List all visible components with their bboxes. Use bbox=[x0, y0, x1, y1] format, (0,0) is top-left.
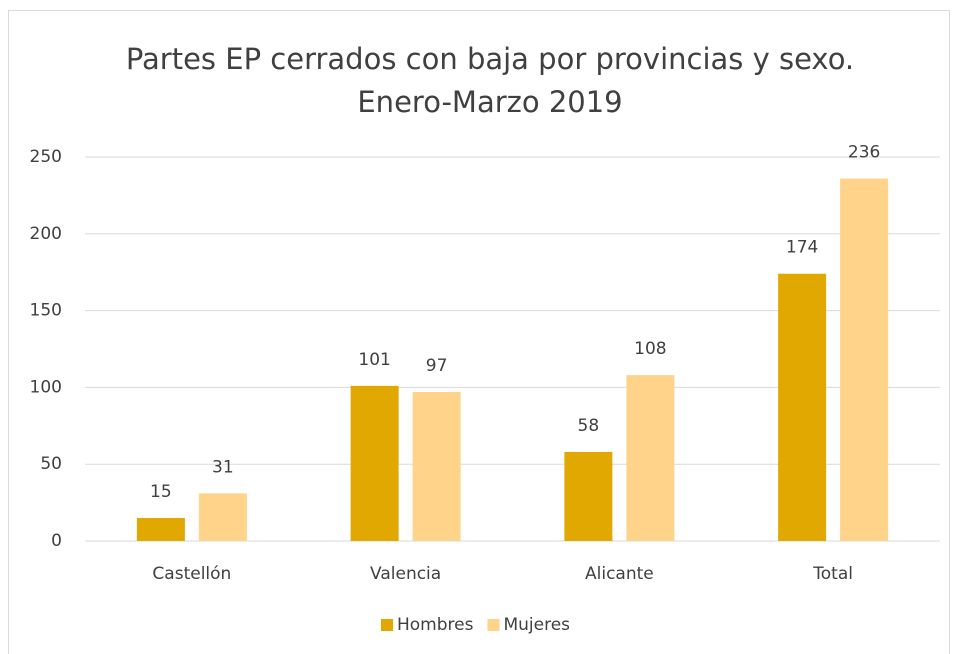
legend-label: Hombres bbox=[397, 615, 474, 635]
x-tick-label: Alicante bbox=[585, 564, 654, 584]
data-label: 97 bbox=[426, 356, 448, 376]
bar bbox=[136, 517, 185, 541]
chart-title: Partes EP cerrados con baja por provinci… bbox=[126, 42, 854, 76]
y-tick-label: 250 bbox=[30, 147, 62, 167]
bar bbox=[564, 451, 613, 541]
chart-title: Enero-Marzo 2019 bbox=[357, 85, 622, 119]
bar bbox=[412, 392, 461, 541]
bar bbox=[840, 178, 889, 541]
x-tick-label: Valencia bbox=[370, 564, 441, 584]
data-label: 236 bbox=[848, 143, 880, 163]
chart-frame bbox=[8, 10, 950, 654]
bar bbox=[626, 375, 675, 541]
x-tick-label: Castellón bbox=[152, 564, 231, 584]
y-tick-label: 50 bbox=[40, 454, 62, 474]
y-tick-label: 100 bbox=[30, 377, 62, 397]
bar bbox=[350, 385, 399, 541]
legend-label: Mujeres bbox=[503, 615, 570, 635]
data-label: 174 bbox=[786, 238, 818, 258]
data-label: 15 bbox=[150, 482, 172, 502]
data-label: 108 bbox=[634, 339, 666, 359]
x-tick-label: Total bbox=[812, 564, 853, 584]
data-label: 58 bbox=[578, 416, 600, 436]
bar bbox=[778, 273, 827, 541]
data-label: 101 bbox=[358, 350, 390, 370]
y-tick-label: 0 bbox=[51, 531, 62, 551]
legend-swatch bbox=[487, 619, 500, 631]
y-tick-label: 150 bbox=[30, 301, 62, 321]
legend-swatch bbox=[381, 619, 393, 631]
y-tick-label: 200 bbox=[30, 224, 62, 244]
bar bbox=[198, 493, 247, 541]
data-label: 31 bbox=[212, 457, 234, 477]
